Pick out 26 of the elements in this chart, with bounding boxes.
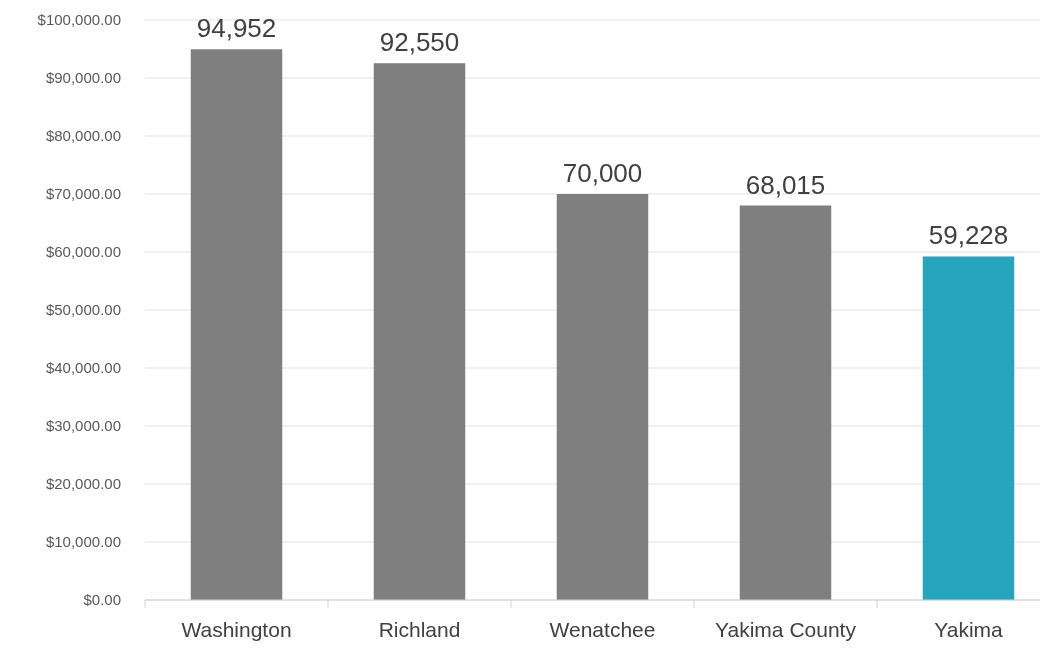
bar [739,205,832,600]
y-tick-label: $80,000.00 [45,127,121,145]
y-tick-label: $100,000.00 [37,11,121,29]
bar [190,49,283,600]
data-label: 70,000 [562,158,643,188]
y-tick-label: $70,000.00 [45,185,121,203]
y-tick-label: $50,000.00 [45,301,121,319]
bar [373,63,466,600]
x-tick-label: Yakima [934,618,1004,641]
y-tick-label: $90,000.00 [45,69,121,87]
x-tick-label: Wenatchee [549,618,656,641]
data-label: 68,015 [745,169,826,200]
bar [922,256,1015,600]
y-tick-label: $60,000.00 [45,243,121,261]
y-tick-label: $0.00 [83,591,121,609]
data-label: 94,952 [196,13,277,44]
x-tick-label: Washington [181,618,292,641]
bar [556,194,649,600]
y-tick-label: $30,000.00 [45,417,121,435]
y-tick-label: $10,000.00 [45,533,121,551]
data-label: 59,228 [928,220,1009,251]
y-tick-label: $20,000.00 [45,475,121,493]
data-label: 92,550 [379,27,460,58]
y-tick-label: $40,000.00 [45,359,121,377]
x-tick-label: Richland [378,618,461,641]
x-tick-label: Yakima County [715,618,857,641]
